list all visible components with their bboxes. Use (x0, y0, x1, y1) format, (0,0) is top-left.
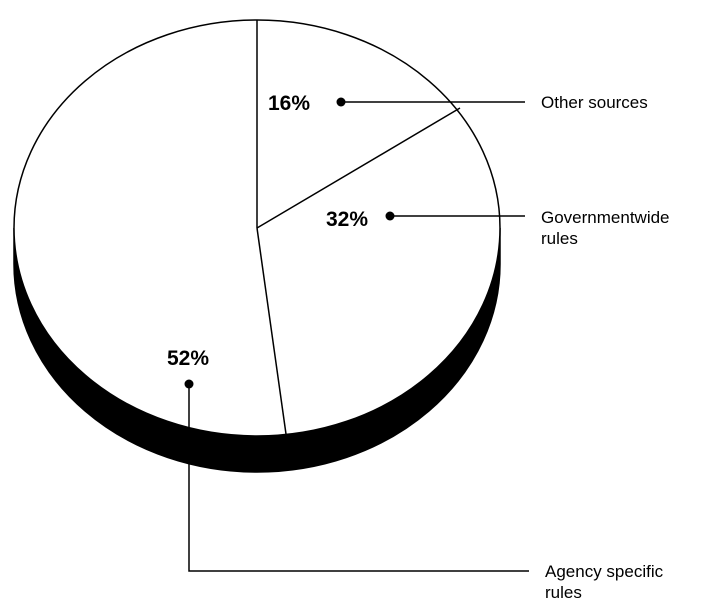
slice-value-label-other: 16% (268, 92, 310, 115)
slice-agency-specific-rules: 52% Agency specific rules (167, 347, 668, 602)
slice-other-sources: 16% Other sources (268, 92, 648, 115)
slice-governmentwide-rules: 32% Governmentwide rules (326, 208, 674, 248)
slice-boundary-right (256, 107, 461, 229)
legend-label-agency-specific: Agency specific rules (545, 562, 668, 602)
callout-line-agency (188, 384, 529, 572)
slice-value-label-agency: 52% (167, 347, 209, 370)
legend-label-other-sources: Other sources (541, 93, 648, 112)
slice-value-label-govt: 32% (326, 208, 368, 231)
slice-boundary-bottom (256, 227, 287, 435)
legend-label-governmentwide: Governmentwide rules (541, 208, 674, 248)
